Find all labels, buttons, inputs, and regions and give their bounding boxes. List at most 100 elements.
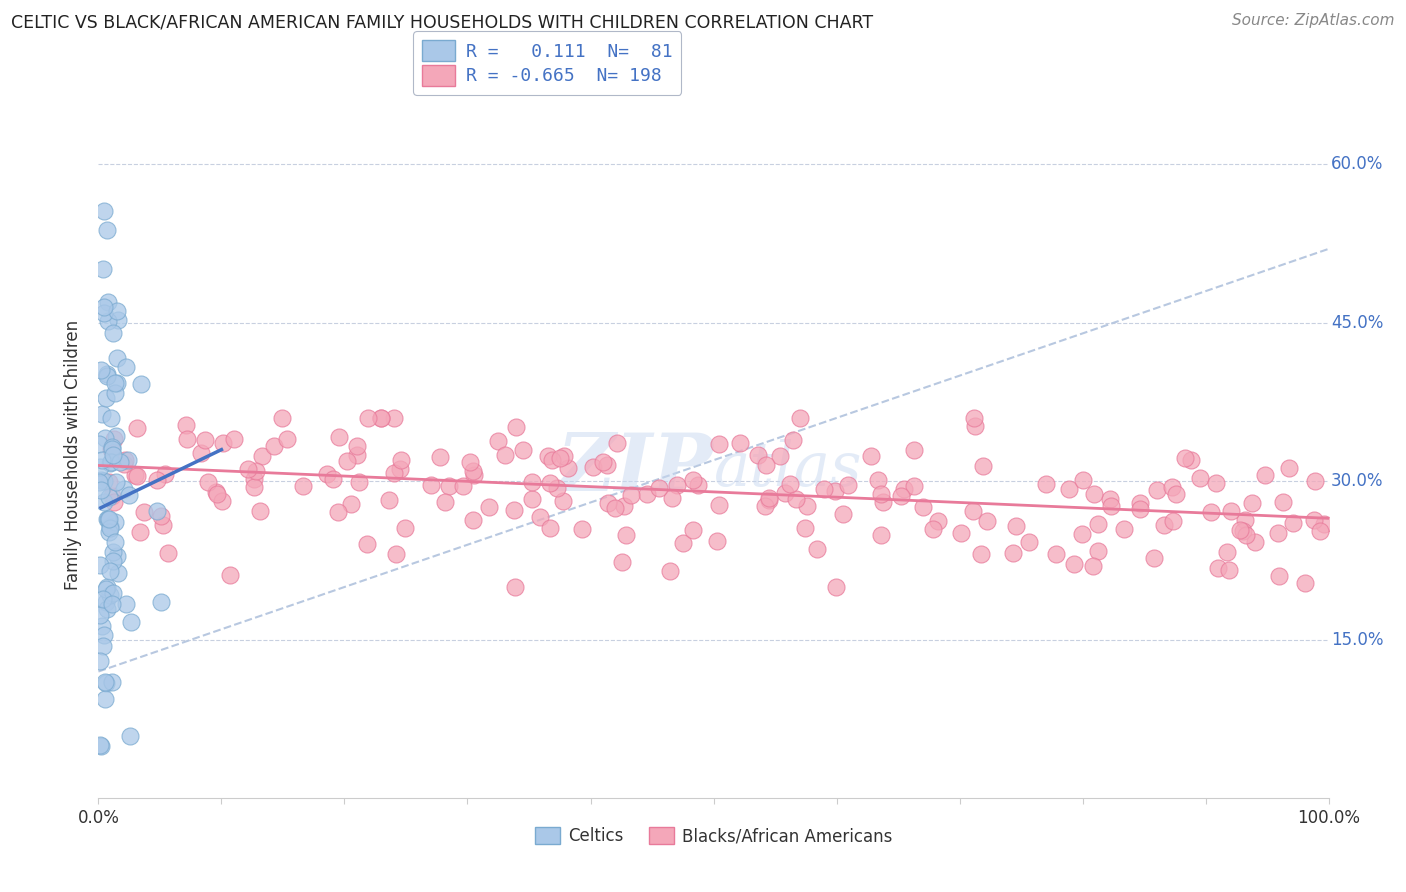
Point — [93, 628, 115, 642]
Point — [101, 554, 124, 568]
Point — [101, 674, 124, 689]
Point — [666, 478, 689, 492]
Point — [98, 521, 121, 535]
Point — [831, 507, 853, 521]
Point — [1268, 568, 1291, 582]
Point — [758, 491, 780, 506]
Point — [87, 475, 110, 490]
Point — [782, 433, 804, 447]
Point — [453, 479, 475, 493]
Point — [93, 494, 115, 508]
Point — [93, 300, 115, 314]
Point — [328, 505, 350, 519]
Point — [100, 597, 122, 611]
Point — [118, 488, 141, 502]
Point — [682, 523, 704, 537]
Point — [553, 449, 575, 463]
Point — [103, 432, 125, 446]
Point — [322, 472, 344, 486]
Point — [96, 367, 118, 381]
Point — [291, 479, 314, 493]
Point — [245, 464, 267, 478]
Point — [1001, 545, 1024, 559]
Point — [789, 411, 811, 425]
Point — [97, 490, 120, 504]
Point — [922, 522, 945, 536]
Point — [394, 521, 416, 535]
Point — [96, 391, 118, 405]
Point — [529, 509, 551, 524]
Point — [378, 493, 401, 508]
Point — [903, 478, 925, 492]
Point — [243, 472, 266, 486]
Point — [94, 676, 117, 690]
Point — [1216, 544, 1239, 558]
Point — [340, 497, 363, 511]
Point — [212, 436, 235, 450]
Point — [90, 483, 112, 498]
Point — [1303, 474, 1326, 488]
Point — [486, 434, 509, 448]
Point — [582, 460, 605, 475]
Point — [97, 512, 120, 526]
Point — [1232, 524, 1254, 538]
Point — [538, 521, 561, 535]
Point — [103, 495, 125, 509]
Point — [707, 437, 730, 451]
Point — [758, 492, 780, 507]
Point — [194, 433, 217, 447]
Point — [1005, 519, 1028, 533]
Point — [1234, 513, 1257, 527]
Point — [97, 475, 120, 489]
Point — [557, 461, 579, 475]
Point — [105, 549, 128, 563]
Point — [1071, 527, 1094, 541]
Point — [794, 521, 817, 535]
Point — [98, 588, 121, 602]
Point — [94, 692, 117, 706]
Point — [149, 595, 172, 609]
Point — [648, 481, 671, 495]
Point — [1278, 460, 1301, 475]
Point — [89, 459, 111, 474]
Point — [107, 566, 129, 580]
Point — [541, 452, 564, 467]
Point — [1045, 547, 1067, 561]
Point — [114, 360, 136, 375]
Y-axis label: Family Households with Children: Family Households with Children — [65, 320, 83, 590]
Point — [1180, 453, 1202, 467]
Point — [773, 486, 796, 500]
Point — [596, 458, 619, 473]
Point — [860, 449, 883, 463]
Point — [868, 473, 890, 487]
Point — [1083, 487, 1105, 501]
Point — [779, 477, 801, 491]
Point — [620, 488, 643, 502]
Point — [969, 547, 991, 561]
Point — [614, 528, 637, 542]
Point — [903, 442, 925, 457]
Point — [176, 418, 198, 433]
Point — [98, 525, 121, 540]
Point — [963, 419, 986, 434]
Point — [107, 376, 129, 391]
Point — [96, 223, 118, 237]
Point — [91, 407, 114, 421]
Point — [346, 448, 368, 462]
Point — [1035, 477, 1057, 491]
Point — [103, 544, 125, 558]
Point — [108, 455, 131, 469]
Point — [101, 489, 124, 503]
Point — [328, 430, 350, 444]
Point — [90, 739, 112, 753]
Point — [93, 261, 115, 276]
Point — [1059, 482, 1081, 496]
Point — [124, 468, 146, 483]
Point — [120, 729, 142, 743]
Point — [93, 474, 115, 488]
Point — [91, 639, 114, 653]
Point — [104, 386, 127, 401]
Point — [336, 454, 359, 468]
Point — [747, 448, 769, 462]
Point — [1083, 558, 1105, 573]
